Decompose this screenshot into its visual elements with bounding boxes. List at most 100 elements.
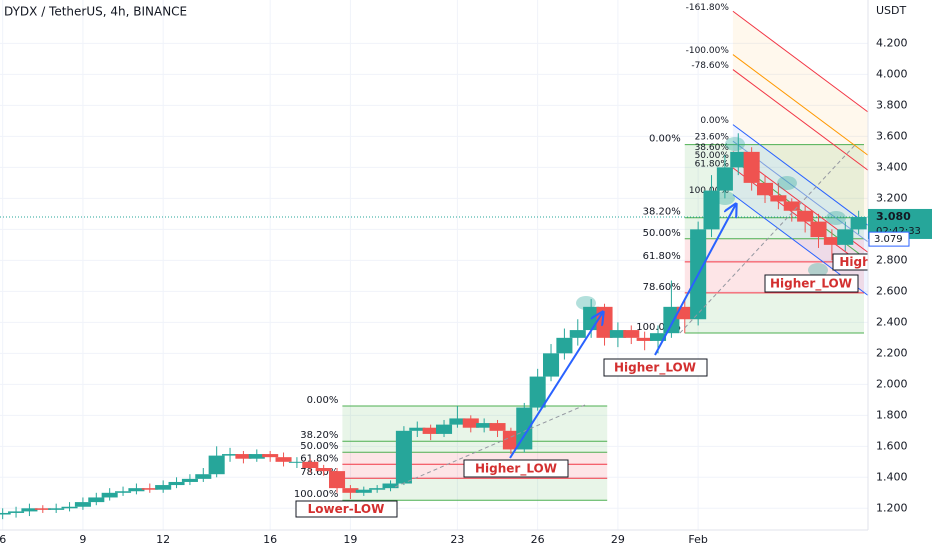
price-axis-panel bbox=[868, 0, 932, 550]
channel-label: -161.80% bbox=[686, 3, 730, 13]
candle-body bbox=[235, 454, 252, 459]
candle-body bbox=[8, 511, 25, 513]
candle-body bbox=[181, 478, 198, 482]
y-tick-label: 3.200 bbox=[876, 191, 908, 204]
candle-body bbox=[101, 492, 118, 498]
annotation: Higher_LOW bbox=[770, 277, 852, 292]
candle-body bbox=[823, 237, 840, 245]
candle-body bbox=[0, 512, 11, 515]
trend-line bbox=[679, 144, 856, 334]
countdown: 02:42:33 bbox=[876, 226, 921, 237]
chart-title: DYDX / TetherUS, 4h, BINANCE bbox=[4, 5, 187, 19]
candle-body bbox=[449, 418, 466, 425]
candle-body bbox=[489, 423, 506, 431]
fib-zone bbox=[342, 441, 608, 453]
annotation-box bbox=[295, 500, 398, 518]
channel-label: 23.60% bbox=[695, 133, 730, 143]
candle-body bbox=[756, 182, 774, 196]
pivot-marker bbox=[826, 211, 846, 225]
candle-body bbox=[422, 427, 439, 434]
candle-body bbox=[329, 471, 346, 489]
candle-body bbox=[462, 418, 479, 428]
candle-body bbox=[275, 457, 292, 462]
fib-label: 0.00% bbox=[649, 134, 681, 145]
y-axis-label: USDT bbox=[876, 4, 907, 17]
x-tick-label: 16 bbox=[263, 533, 277, 546]
channel-zone bbox=[732, 151, 868, 261]
candle-body bbox=[115, 491, 132, 493]
candle-body bbox=[850, 216, 867, 230]
candle-body bbox=[810, 221, 827, 238]
candle-body bbox=[168, 481, 185, 486]
candle-body bbox=[382, 483, 399, 489]
time-axis-panel bbox=[0, 530, 932, 550]
channel-zone bbox=[732, 69, 868, 226]
candle-body bbox=[569, 330, 586, 338]
price-line-tag bbox=[868, 231, 910, 247]
candle-body bbox=[543, 353, 560, 377]
y-tick-label: 1.400 bbox=[876, 470, 908, 483]
candle-body bbox=[770, 195, 787, 202]
candle-body bbox=[649, 333, 667, 341]
candle-body bbox=[88, 497, 105, 503]
fib-label: 100.00% bbox=[294, 489, 339, 500]
annotation: Lower-LOW bbox=[308, 502, 385, 516]
channel-zone bbox=[732, 54, 868, 171]
x-tick-label: 29 bbox=[611, 533, 625, 546]
channel-label: -100.00% bbox=[686, 46, 730, 56]
fib-label: 38.20% bbox=[300, 430, 338, 441]
channel-level bbox=[732, 54, 869, 156]
channel-level bbox=[732, 124, 869, 226]
fib-label: 0.00% bbox=[307, 395, 339, 406]
background-layer bbox=[0, 0, 868, 530]
channel-zone bbox=[732, 11, 868, 156]
candle-body bbox=[703, 190, 720, 230]
pivot-marker bbox=[576, 296, 596, 310]
candle-body bbox=[476, 423, 493, 428]
annotation-layer: Lower-LOW Higher_LOW Higher_LOW Higher_L… bbox=[295, 137, 878, 518]
channel-label: 50.00% bbox=[695, 151, 730, 161]
fib-label: 78.60% bbox=[300, 467, 338, 478]
x-tick-label: 23 bbox=[450, 533, 464, 546]
candle-body bbox=[395, 430, 412, 484]
candle-body bbox=[342, 488, 359, 493]
y-tick-label: 4.000 bbox=[876, 67, 908, 80]
x-tick-label: 26 bbox=[531, 533, 545, 546]
y-tick-label: 4.200 bbox=[876, 36, 908, 49]
fib-label: 38.20% bbox=[643, 207, 681, 218]
x-tick-label: 9 bbox=[79, 533, 86, 546]
pivot-marker bbox=[725, 137, 745, 151]
candle-body bbox=[623, 330, 640, 338]
candle-body bbox=[302, 461, 319, 469]
x-tick-label: Feb bbox=[688, 533, 707, 546]
pivot-marker bbox=[777, 176, 797, 190]
channel-label: 38.60% bbox=[695, 143, 730, 153]
candle-body bbox=[208, 455, 225, 475]
y-tick-label: 1.600 bbox=[876, 439, 908, 452]
y-tick-label: 2.400 bbox=[876, 315, 908, 328]
candle-body bbox=[609, 330, 626, 338]
candle-body bbox=[262, 454, 279, 458]
candle-body bbox=[128, 488, 145, 492]
candle-body bbox=[141, 488, 158, 490]
candle-body bbox=[743, 151, 760, 183]
candle-body bbox=[436, 424, 453, 434]
candle-body bbox=[529, 376, 546, 408]
x-tick-label: 19 bbox=[343, 533, 357, 546]
candle-body bbox=[369, 488, 386, 490]
candle-body bbox=[797, 210, 814, 222]
annotation-box bbox=[463, 459, 569, 478]
channel-zone bbox=[732, 141, 868, 253]
candle-body bbox=[315, 468, 332, 472]
candle-body bbox=[676, 306, 693, 320]
channel-level bbox=[732, 10, 869, 113]
last-price-label: 3.080 bbox=[876, 210, 911, 223]
channel-level bbox=[732, 69, 869, 171]
candle-body bbox=[355, 489, 372, 493]
price-line-label: 3.079 bbox=[874, 234, 903, 245]
candle-body bbox=[730, 151, 747, 168]
candle-body bbox=[74, 502, 91, 507]
annotation: High bbox=[839, 255, 870, 269]
candle-body bbox=[663, 306, 680, 334]
